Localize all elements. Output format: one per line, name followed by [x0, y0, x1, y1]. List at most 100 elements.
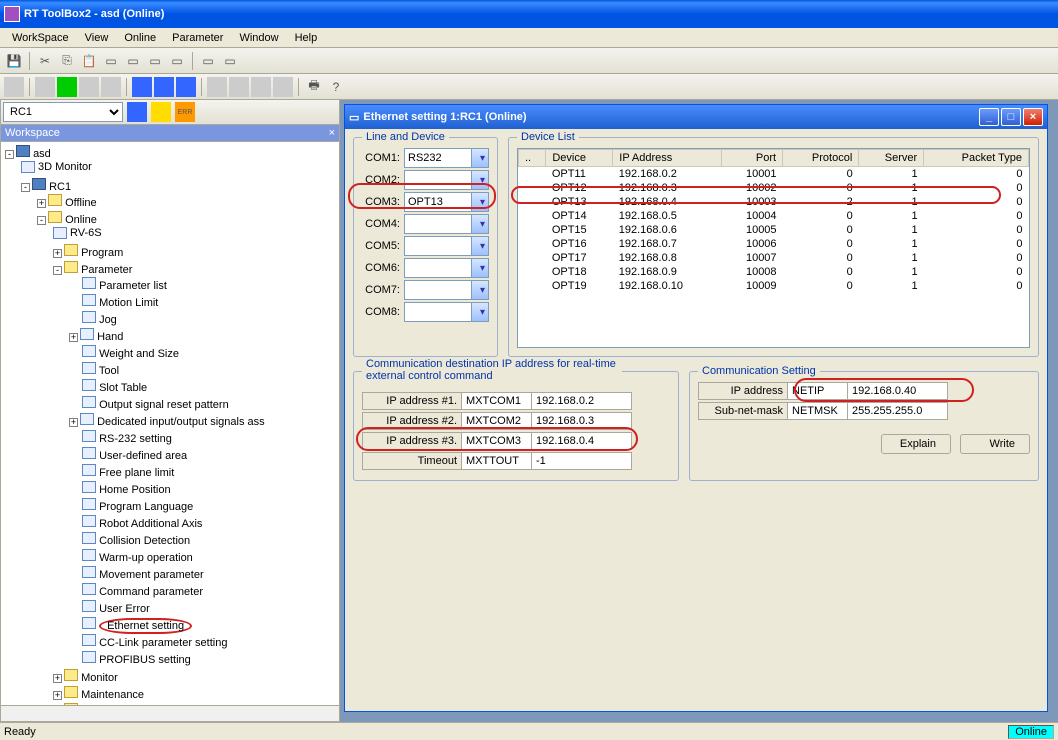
tb2-print-icon[interactable]: 🖶	[304, 77, 324, 97]
ip-value[interactable]: 192.168.0.2	[532, 392, 632, 410]
com-select[interactable]	[404, 280, 489, 300]
comm-dest-group: Communication destination IP address for…	[353, 371, 679, 481]
tb2-11[interactable]	[251, 77, 271, 97]
tree-item[interactable]: Hand	[97, 331, 123, 343]
win-min-icon[interactable]: _	[979, 108, 999, 126]
com-select[interactable]	[404, 170, 489, 190]
tree-item[interactable]: Movement parameter	[99, 569, 204, 581]
tree-item[interactable]: Tool	[99, 365, 119, 377]
tb-btn-9[interactable]: ▭	[220, 51, 240, 71]
tb-btn-4[interactable]: ▭	[101, 51, 121, 71]
win-max-icon[interactable]: □	[1001, 108, 1021, 126]
tb-btn-7[interactable]: ▭	[167, 51, 187, 71]
table-row[interactable]: OPT15192.168.0.610005010	[519, 223, 1029, 237]
com-select[interactable]: OPT13	[404, 192, 489, 212]
tb2-10[interactable]	[229, 77, 249, 97]
tree-item[interactable]: Jog	[99, 314, 117, 326]
tb3-err[interactable]: ERR	[175, 102, 195, 122]
table-row[interactable]: OPT16192.168.0.710006010	[519, 237, 1029, 251]
tree-item[interactable]: Program Language	[99, 501, 193, 513]
com-select[interactable]	[404, 214, 489, 234]
menu-parameter[interactable]: Parameter	[164, 30, 231, 46]
sidebar-hscroll[interactable]	[1, 705, 339, 721]
ethernet-window: ▭ Ethernet setting 1:RC1 (Online) _ □ × …	[344, 104, 1048, 712]
tree-item[interactable]: Dedicated input/output signals ass	[97, 416, 265, 428]
tree-item[interactable]: Free plane limit	[99, 467, 174, 479]
table-row[interactable]: OPT13192.168.0.410003210	[519, 195, 1029, 209]
device-table[interactable]: ..DeviceIP AddressPortProtocolServerPack…	[518, 149, 1029, 293]
tb3-2[interactable]	[151, 102, 171, 122]
line-device-group: Line and Device COM1:RS232COM2:COM3:OPT1…	[353, 137, 498, 357]
sidebar: RC1 ERR Workspace × - asd 3D Monitor - R…	[0, 100, 340, 722]
tb-paste-icon[interactable]: 📋	[79, 51, 99, 71]
sidebar-close-icon[interactable]: ×	[329, 127, 335, 139]
win-close-icon[interactable]: ×	[1023, 108, 1043, 126]
tb2-4[interactable]	[79, 77, 99, 97]
menu-online[interactable]: Online	[116, 30, 164, 46]
tb2-9[interactable]	[207, 77, 227, 97]
net-value[interactable]: 255.255.255.0	[848, 402, 948, 420]
main-titlebar: RT ToolBox2 - asd (Online)	[0, 0, 1058, 28]
tree-item[interactable]: Parameter list	[99, 280, 167, 292]
win-titlebar[interactable]: ▭ Ethernet setting 1:RC1 (Online) _ □ ×	[345, 105, 1047, 129]
tree-item[interactable]: RS-232 setting	[99, 433, 172, 445]
tb-btn-5[interactable]: ▭	[123, 51, 143, 71]
tb2-help-icon[interactable]: ?	[326, 77, 346, 97]
com-select[interactable]	[404, 302, 489, 322]
tree-item[interactable]: Slot Table	[99, 382, 147, 394]
menu-window[interactable]: Window	[231, 30, 286, 46]
menu-workspace[interactable]: WorkSpace	[4, 30, 77, 46]
menu-view[interactable]: View	[77, 30, 117, 46]
com-select[interactable]	[404, 236, 489, 256]
tree-item[interactable]: CC-Link parameter setting	[99, 637, 227, 649]
tb-save-icon[interactable]: 💾	[4, 51, 24, 71]
tree-item[interactable]: Output signal reset pattern	[99, 399, 229, 411]
tb2-5[interactable]	[101, 77, 121, 97]
com-select[interactable]	[404, 258, 489, 278]
table-row[interactable]: OPT18192.168.0.910008010	[519, 265, 1029, 279]
ip-value[interactable]: -1	[532, 452, 632, 470]
tree-item[interactable]: Home Position	[99, 484, 171, 496]
tree-item[interactable]: Robot Additional Axis	[99, 518, 202, 530]
table-row[interactable]: OPT11192.168.0.210001010	[519, 167, 1029, 182]
tb2-blue1[interactable]	[132, 77, 152, 97]
app-icon	[4, 6, 20, 22]
tb2-green[interactable]	[57, 77, 77, 97]
tree-ethernet-setting[interactable]: Ethernet setting	[99, 618, 192, 634]
com-select[interactable]: RS232	[404, 148, 489, 168]
explain-button[interactable]: Explain	[881, 434, 951, 454]
toolbar-1: 💾 ✂ ⎘ 📋 ▭ ▭ ▭ ▭ ▭ ▭	[0, 48, 1058, 74]
tree-item[interactable]: Motion Limit	[99, 297, 158, 309]
tb2-2[interactable]	[35, 77, 55, 97]
tree-item[interactable]: Warm-up operation	[99, 552, 193, 564]
menubar: WorkSpace View Online Parameter Window H…	[0, 28, 1058, 48]
ip-value[interactable]: 192.168.0.4	[532, 432, 632, 450]
tree-item[interactable]: Collision Detection	[99, 535, 190, 547]
tb2-1[interactable]	[4, 77, 24, 97]
tb3-1[interactable]	[127, 102, 147, 122]
tb-cut-icon[interactable]: ✂	[35, 51, 55, 71]
tb-btn-6[interactable]: ▭	[145, 51, 165, 71]
write-button[interactable]: Write	[960, 434, 1030, 454]
ip-value[interactable]: 192.168.0.3	[532, 412, 632, 430]
tree-item[interactable]: Command parameter	[99, 586, 203, 598]
tree[interactable]: - asd 3D Monitor - RC1 + Offline - Onlin…	[1, 142, 339, 705]
tb-copy-icon[interactable]: ⎘	[57, 51, 77, 71]
tb2-12[interactable]	[273, 77, 293, 97]
tb-btn-8[interactable]: ▭	[198, 51, 218, 71]
menu-help[interactable]: Help	[287, 30, 326, 46]
tb2-blue3[interactable]	[176, 77, 196, 97]
tree-item[interactable]: User-defined area	[99, 450, 187, 462]
table-row[interactable]: OPT19192.168.0.1010009010	[519, 279, 1029, 293]
table-row[interactable]: OPT14192.168.0.510004010	[519, 209, 1029, 223]
tree-item[interactable]: PROFIBUS setting	[99, 654, 191, 666]
status-online: Online	[1008, 725, 1054, 739]
net-value[interactable]: 192.168.0.40	[848, 382, 948, 400]
table-row[interactable]: OPT12192.168.0.310002010	[519, 181, 1029, 195]
tree-item[interactable]: Weight and Size	[99, 348, 179, 360]
com-label: COM8:	[362, 306, 404, 318]
rc-combo[interactable]: RC1	[3, 102, 123, 122]
table-row[interactable]: OPT17192.168.0.810007010	[519, 251, 1029, 265]
tree-item[interactable]: User Error	[99, 603, 150, 615]
tb2-blue2[interactable]	[154, 77, 174, 97]
